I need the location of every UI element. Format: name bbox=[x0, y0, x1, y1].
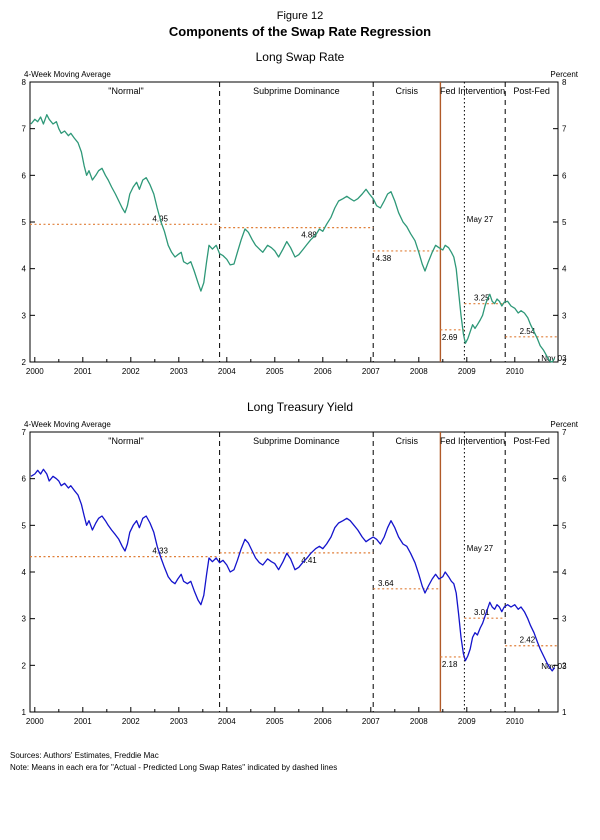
figure-notes: Sources: Authors' Estimates, Freddie Mac… bbox=[0, 740, 600, 774]
y-tick-label: 1 bbox=[22, 708, 27, 717]
x-tick-label: 2008 bbox=[410, 367, 428, 376]
x-tick-label: 2010 bbox=[506, 717, 524, 726]
percent-label: Percent bbox=[550, 70, 578, 79]
x-tick-label: 2002 bbox=[122, 367, 140, 376]
means-note: Note: Means in each era for "Actual - Pr… bbox=[10, 763, 338, 772]
era-mean-value: 2.69 bbox=[442, 333, 458, 342]
era-label: "Normal" bbox=[108, 436, 143, 446]
era-mean-value: 2.54 bbox=[520, 327, 536, 336]
era-label: Subprime Dominance bbox=[253, 436, 340, 446]
y-tick-label: 3 bbox=[562, 311, 567, 320]
y-tick-label: 3 bbox=[562, 615, 567, 624]
era-label: Post-Fed bbox=[513, 436, 550, 446]
y-tick-label: 6 bbox=[562, 475, 567, 484]
figure-title: Components of the Swap Rate Regression bbox=[168, 23, 432, 39]
y-tick-label: 7 bbox=[562, 125, 567, 134]
y-tick-label: 7 bbox=[22, 428, 27, 437]
x-tick-label: 2010 bbox=[506, 367, 524, 376]
x-tick-label: 2003 bbox=[170, 717, 188, 726]
data-series-line bbox=[30, 468, 556, 672]
era-mean-value: 4.41 bbox=[301, 556, 317, 565]
annotation-label: May 27 bbox=[467, 544, 494, 553]
x-tick-label: 2008 bbox=[410, 717, 428, 726]
sources-note: Sources: Authors' Estimates, Freddie Mac bbox=[10, 751, 159, 760]
annotation-label: May 27 bbox=[467, 215, 494, 224]
era-mean-value: 3.01 bbox=[474, 608, 490, 617]
long-treasury-yield-plot: 4-Week Moving Average Percent 1 1 2 2 3 3 4 4 5 5 6 6… bbox=[0, 416, 600, 740]
era-label: Subprime Dominance bbox=[253, 86, 340, 96]
x-tick-label: 2002 bbox=[122, 717, 140, 726]
y-tick-label: 6 bbox=[22, 475, 27, 484]
y-tick-label: 3 bbox=[22, 311, 27, 320]
x-tick-label: 2001 bbox=[74, 717, 92, 726]
y-tick-label: 4 bbox=[562, 265, 567, 274]
y-tick-label: 2 bbox=[562, 661, 567, 670]
x-tick-label: 2007 bbox=[362, 367, 380, 376]
x-tick-label: 2009 bbox=[458, 717, 476, 726]
y-tick-label: 1 bbox=[562, 708, 567, 717]
era-mean-value: 4.38 bbox=[376, 254, 392, 263]
x-tick-label: 2007 bbox=[362, 717, 380, 726]
figure-header: Figure 12 Components of the Swap Rate Re… bbox=[0, 0, 600, 40]
x-tick-label: 2003 bbox=[170, 367, 188, 376]
era-label: "Normal" bbox=[108, 86, 143, 96]
y-tick-label: 2 bbox=[22, 661, 27, 670]
era-mean-value: 2.18 bbox=[442, 660, 458, 669]
y-tick-label: 8 bbox=[562, 78, 567, 87]
y-tick-label: 4 bbox=[22, 568, 27, 577]
y-tick-label: 5 bbox=[22, 521, 27, 530]
era-label: Fed Intervention bbox=[440, 86, 505, 96]
y-tick-label: 8 bbox=[22, 78, 27, 87]
plot-svg: 4-Week Moving Average Percent 1 1 2 2 3 3 4 4 5 5 6 6… bbox=[22, 420, 579, 726]
x-tick-label: 2006 bbox=[314, 717, 332, 726]
x-tick-label: 2001 bbox=[74, 367, 92, 376]
x-tick-label: 2006 bbox=[314, 367, 332, 376]
y-tick-label: 5 bbox=[562, 521, 567, 530]
y-tick-label: 4 bbox=[562, 568, 567, 577]
x-tick-label: 2004 bbox=[218, 367, 236, 376]
y-tick-label: 4 bbox=[22, 265, 27, 274]
x-tick-label: 2005 bbox=[266, 367, 284, 376]
x-tick-label: 2004 bbox=[218, 717, 236, 726]
y-tick-label: 3 bbox=[22, 615, 27, 624]
era-label: Crisis bbox=[396, 436, 419, 446]
long-swap-rate-plot: 4-Week Moving Average Percent 2 2 3 3 4 4 5 5 6 6 7 7… bbox=[0, 66, 600, 390]
x-tick-label: 2009 bbox=[458, 367, 476, 376]
era-label: Post-Fed bbox=[513, 86, 550, 96]
y-tick-label: 7 bbox=[562, 428, 567, 437]
y-tick-label: 2 bbox=[22, 358, 27, 367]
percent-label: Percent bbox=[550, 420, 578, 429]
chart-long-swap-rate: Long Swap Rate 4-Week Moving Average Perc… bbox=[0, 50, 600, 390]
era-label: Crisis bbox=[396, 86, 419, 96]
era-mean-value: 2.42 bbox=[520, 636, 536, 645]
y-tick-label: 5 bbox=[562, 218, 567, 227]
x-tick-label: 2005 bbox=[266, 717, 284, 726]
x-tick-label: 2000 bbox=[26, 367, 44, 376]
chart-long-treasury-yield: Long Treasury Yield 4-Week Moving Averag… bbox=[0, 400, 600, 740]
annotation-label: Nov 03 bbox=[541, 662, 567, 671]
data-series-line bbox=[30, 114, 556, 363]
y-tick-label: 6 bbox=[562, 171, 567, 180]
y-tick-label: 6 bbox=[22, 171, 27, 180]
figure-number: Figure 12 bbox=[276, 10, 324, 22]
era-mean-value: 3.25 bbox=[474, 294, 490, 303]
era-mean-value: 3.64 bbox=[378, 579, 394, 588]
era-mean-value: 4.33 bbox=[152, 547, 168, 556]
chart-title-long-swap-rate: Long Swap Rate bbox=[255, 50, 345, 64]
plot-frame bbox=[29, 431, 559, 713]
plot-svg: 4-Week Moving Average Percent 2 2 3 3 4 4 5 5 6 6 7 7… bbox=[22, 70, 579, 376]
era-label: Fed Intervention bbox=[440, 436, 505, 446]
moving-average-label: 4-Week Moving Average bbox=[24, 70, 111, 79]
y-tick-label: 2 bbox=[562, 358, 567, 367]
x-tick-label: 2000 bbox=[26, 717, 44, 726]
y-tick-label: 7 bbox=[22, 125, 27, 134]
chart-title-long-treasury-yield: Long Treasury Yield bbox=[246, 400, 354, 414]
era-mean-value: 4.88 bbox=[301, 231, 317, 240]
y-tick-label: 5 bbox=[22, 218, 27, 227]
moving-average-label: 4-Week Moving Average bbox=[24, 420, 111, 429]
